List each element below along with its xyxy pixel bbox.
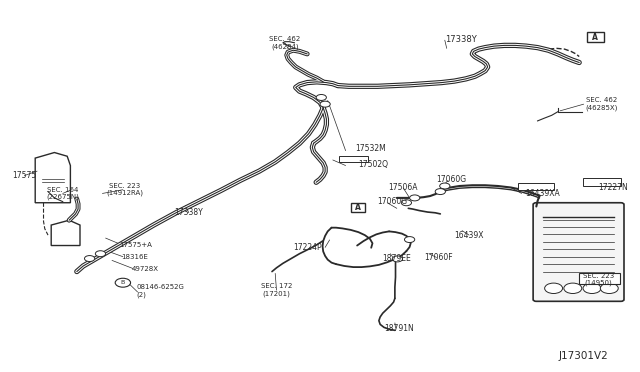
- Text: 18791N: 18791N: [384, 324, 413, 333]
- Circle shape: [95, 251, 106, 257]
- Text: 17224P: 17224P: [293, 243, 322, 252]
- Circle shape: [600, 283, 618, 294]
- Text: 17227N: 17227N: [598, 183, 628, 192]
- Circle shape: [564, 283, 582, 294]
- Text: SEC. 223
(14912RA): SEC. 223 (14912RA): [106, 183, 143, 196]
- Text: SEC. 223
(14950): SEC. 223 (14950): [583, 273, 614, 286]
- Circle shape: [401, 200, 412, 206]
- Text: 17060F: 17060F: [424, 253, 452, 262]
- Text: 17532M: 17532M: [355, 144, 386, 153]
- FancyBboxPatch shape: [583, 178, 621, 186]
- Text: SEC. 164
(22675N): SEC. 164 (22675N): [46, 187, 79, 200]
- FancyBboxPatch shape: [518, 183, 554, 190]
- Circle shape: [320, 101, 330, 107]
- Text: J17301V2: J17301V2: [558, 352, 608, 361]
- Circle shape: [435, 189, 445, 195]
- Circle shape: [410, 195, 420, 201]
- Circle shape: [583, 283, 601, 294]
- Text: 16439X: 16439X: [454, 231, 484, 240]
- Circle shape: [392, 256, 403, 262]
- Text: SEC. 462
(46285X): SEC. 462 (46285X): [586, 97, 618, 111]
- FancyBboxPatch shape: [579, 273, 620, 284]
- Text: 17060G: 17060G: [436, 175, 467, 184]
- Circle shape: [115, 278, 131, 287]
- FancyBboxPatch shape: [533, 203, 624, 301]
- FancyBboxPatch shape: [351, 203, 365, 212]
- Text: 17575: 17575: [12, 171, 36, 180]
- Circle shape: [316, 94, 326, 100]
- Circle shape: [545, 283, 563, 294]
- Circle shape: [404, 237, 415, 243]
- Text: 1879EE: 1879EE: [383, 254, 411, 263]
- Text: 17338Y: 17338Y: [175, 208, 203, 217]
- Text: 08146-6252G
(2): 08146-6252G (2): [136, 284, 184, 298]
- Text: B: B: [121, 280, 125, 285]
- Text: A: A: [592, 33, 598, 42]
- Text: 17060G: 17060G: [377, 198, 408, 206]
- Text: 17502Q: 17502Q: [358, 160, 388, 169]
- Circle shape: [440, 183, 450, 189]
- FancyBboxPatch shape: [587, 32, 604, 42]
- Circle shape: [84, 256, 95, 262]
- Text: SEC. 462
(46284): SEC. 462 (46284): [269, 36, 300, 49]
- Text: SEC. 172
(17201): SEC. 172 (17201): [260, 283, 292, 297]
- Text: 17575+A: 17575+A: [120, 242, 152, 248]
- Text: 49728X: 49728X: [131, 266, 158, 272]
- Text: 17506A: 17506A: [388, 183, 418, 192]
- Text: 16439XA: 16439XA: [525, 189, 559, 198]
- Text: 18316E: 18316E: [122, 254, 148, 260]
- Text: 17338Y: 17338Y: [445, 35, 477, 44]
- Text: A: A: [355, 203, 362, 212]
